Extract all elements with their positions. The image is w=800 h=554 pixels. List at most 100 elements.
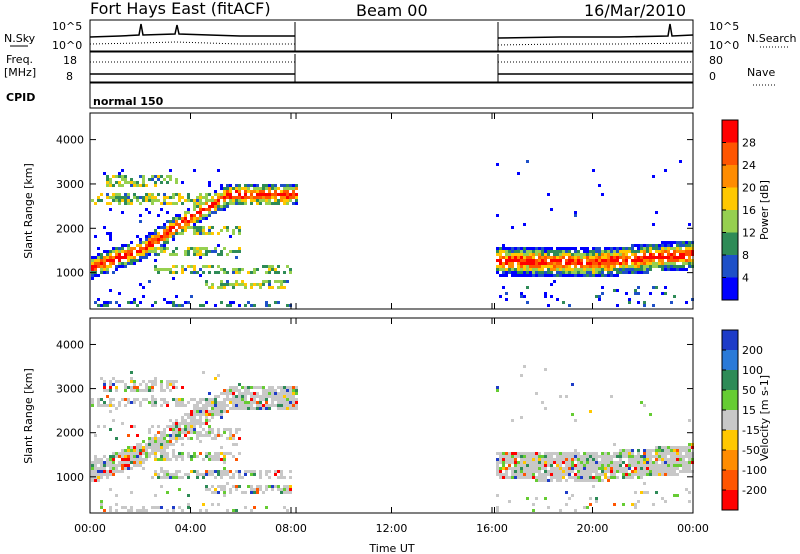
heatmap-cell — [640, 262, 643, 265]
heatmap-cell — [595, 250, 598, 253]
heatmap-cell — [535, 250, 538, 253]
heatmap-cell — [655, 446, 658, 449]
heatmap-cell — [652, 256, 655, 259]
heatmap-cell — [631, 464, 634, 467]
heatmap-cell — [229, 386, 232, 389]
heatmap-cell — [643, 467, 646, 470]
heatmap-cell — [136, 452, 139, 455]
heatmap-cell — [229, 389, 232, 392]
heatmap-cell — [538, 479, 541, 482]
heatmap-cell — [664, 244, 667, 247]
heatmap-cell — [109, 398, 112, 401]
heatmap-cell — [511, 259, 514, 262]
heatmap-cell — [199, 401, 202, 404]
heatmap-cell — [523, 259, 526, 262]
heatmap-cell — [589, 265, 592, 268]
heatmap-cell — [295, 187, 298, 190]
heatmap-cell — [523, 250, 526, 253]
heatmap-cell — [496, 265, 499, 268]
heatmap-cell — [163, 193, 166, 196]
heatmap-cell — [529, 452, 532, 455]
heatmap-cell — [223, 404, 226, 407]
heatmap-cell — [658, 250, 661, 253]
heatmap-cell — [196, 253, 199, 256]
heatmap-cell — [154, 494, 157, 497]
heatmap-cell — [292, 392, 295, 395]
heatmap-cell — [154, 404, 157, 407]
heatmap-cell — [586, 256, 589, 259]
heatmap-cell — [688, 262, 691, 265]
heatmap-cell — [538, 464, 541, 467]
heatmap-cell — [202, 434, 205, 437]
heatmap-cell — [253, 199, 256, 202]
heatmap-cell — [505, 271, 508, 274]
heatmap-cell — [250, 473, 253, 476]
heatmap-cell — [229, 407, 232, 410]
heatmap-cell — [256, 187, 259, 190]
heatmap-cell — [139, 461, 142, 464]
heatmap-cell — [229, 491, 232, 494]
heatmap-cell — [673, 256, 676, 259]
heatmap-cell — [277, 395, 280, 398]
heatmap-cell — [184, 301, 187, 304]
heatmap-cell — [190, 295, 193, 298]
heatmap-cell — [625, 265, 628, 268]
heatmap-cell — [679, 461, 682, 464]
heatmap-cell — [253, 190, 256, 193]
heatmap-cell — [628, 455, 631, 458]
heatmap-cell — [130, 184, 133, 187]
heatmap-cell — [547, 262, 550, 265]
heatmap-cell — [574, 211, 577, 214]
heatmap-cell — [223, 458, 226, 461]
heatmap-cell — [574, 256, 577, 259]
heatmap-cell — [679, 250, 682, 253]
heatmap-cell — [208, 470, 211, 473]
heatmap-cell — [184, 223, 187, 226]
heatmap-cell — [154, 247, 157, 250]
heatmap-cell — [121, 458, 124, 461]
heatmap-cell — [280, 199, 283, 202]
heatmap-cell — [202, 428, 205, 431]
heatmap-cell — [175, 404, 178, 407]
heatmap-cell — [292, 193, 295, 196]
heatmap-cell — [223, 467, 226, 470]
heatmap-cell — [532, 470, 535, 473]
heatmap-cell — [268, 265, 271, 268]
heatmap-cell — [127, 434, 130, 437]
heatmap-cell — [607, 467, 610, 470]
heatmap-cell — [265, 407, 268, 410]
heatmap-cell — [130, 389, 133, 392]
heatmap-cell — [550, 452, 553, 455]
heatmap-cell — [517, 452, 520, 455]
heatmap-cell — [154, 196, 157, 199]
heatmap-cell — [652, 175, 655, 178]
nsearch-trace-right — [497, 42, 694, 46]
heatmap-cell — [133, 298, 136, 301]
heatmap-cell — [520, 256, 523, 259]
heatmap-cell — [571, 467, 574, 470]
heatmap-cell — [268, 392, 271, 395]
heatmap-cell — [607, 274, 610, 277]
heatmap-cell — [517, 461, 520, 464]
heatmap-cell — [673, 253, 676, 256]
heatmap-cell — [211, 398, 214, 401]
heatmap-cell — [652, 467, 655, 470]
heatmap-cell — [220, 410, 223, 413]
heatmap-cell — [97, 398, 100, 401]
heatmap-cell — [136, 253, 139, 256]
heatmap-cell — [175, 265, 178, 268]
heatmap-cell — [217, 407, 220, 410]
heatmap-cell — [559, 265, 562, 268]
heatmap-cell — [235, 470, 238, 473]
heatmap-cell — [226, 190, 229, 193]
heatmap-cell — [676, 473, 679, 476]
heatmap-cell — [283, 193, 286, 196]
heatmap-cell — [559, 464, 562, 467]
heatmap-cell — [688, 253, 691, 256]
heatmap-cell — [136, 250, 139, 253]
heatmap-cell — [121, 380, 124, 383]
heatmap-cell — [583, 247, 586, 250]
heatmap-cell — [169, 473, 172, 476]
heatmap-cell — [583, 461, 586, 464]
